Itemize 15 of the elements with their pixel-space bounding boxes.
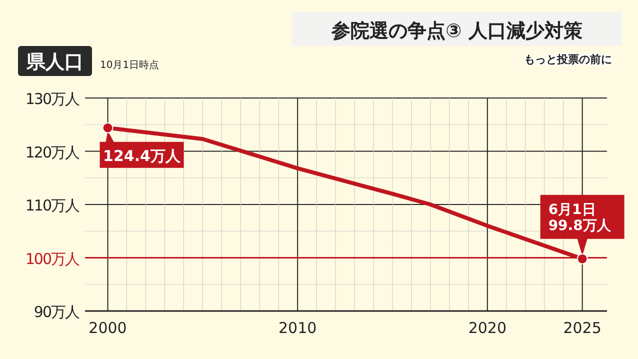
text: 10月1日時点 <box>100 59 160 71</box>
x-tick-label: 2025 <box>563 319 602 337</box>
annotation: 6月1日 99.8万人 <box>548 202 612 234</box>
y-tick-label: 90万人 <box>34 303 80 321</box>
y-axis-title: 県人口 <box>26 51 84 73</box>
y-tick-label: 110万人 <box>25 196 80 214</box>
chart-subtitle: もっと投票の前に <box>524 53 612 66</box>
y-tick-label: 100万人 <box>25 250 80 268</box>
y-tick-label: 130万人 <box>25 90 80 108</box>
x-tick-label: 2000 <box>88 319 127 337</box>
chart-title: 参院選の争点③ 人口減少対策 <box>330 20 582 42</box>
y-tick-label: 120万人 <box>25 143 80 162</box>
annotation: 124.4万人 <box>103 146 182 165</box>
x-tick-label: 2020 <box>468 319 507 337</box>
x-tick-label: 2010 <box>278 319 317 337</box>
